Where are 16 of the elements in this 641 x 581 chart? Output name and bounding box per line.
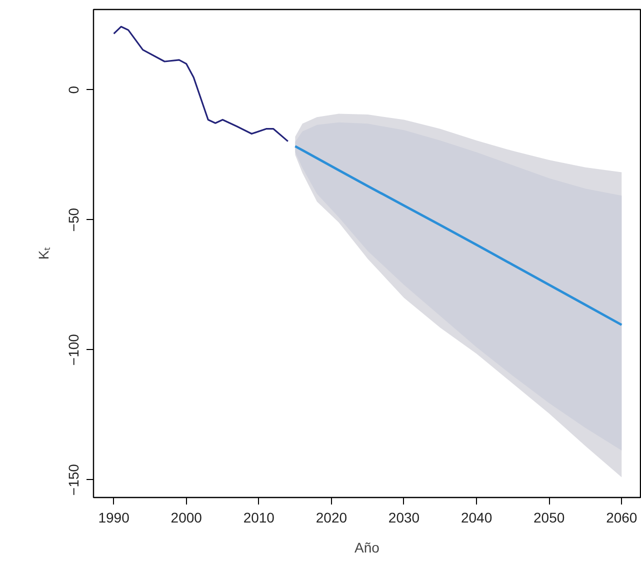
x-tick-label: 2060	[606, 510, 638, 526]
x-tick-label: 2020	[316, 510, 348, 526]
x-tick-label: 2050	[534, 510, 565, 526]
y-tick-label: 0	[66, 86, 82, 94]
x-tick-label: 2030	[388, 510, 420, 526]
x-tick-label: 2010	[243, 510, 275, 526]
y-axis-title: Kₜ	[36, 246, 52, 260]
x-tick-label: 1990	[98, 510, 130, 526]
x-tick-label: 2040	[460, 510, 492, 526]
x-axis-title: Año	[354, 540, 380, 556]
line-series	[113, 26, 289, 142]
line-series	[294, 145, 623, 326]
y-tick-label: −150	[66, 464, 82, 496]
y-tick-label: −100	[66, 334, 82, 366]
x-tick-label: 2000	[170, 510, 202, 526]
y-tick-label: −50	[66, 208, 82, 232]
